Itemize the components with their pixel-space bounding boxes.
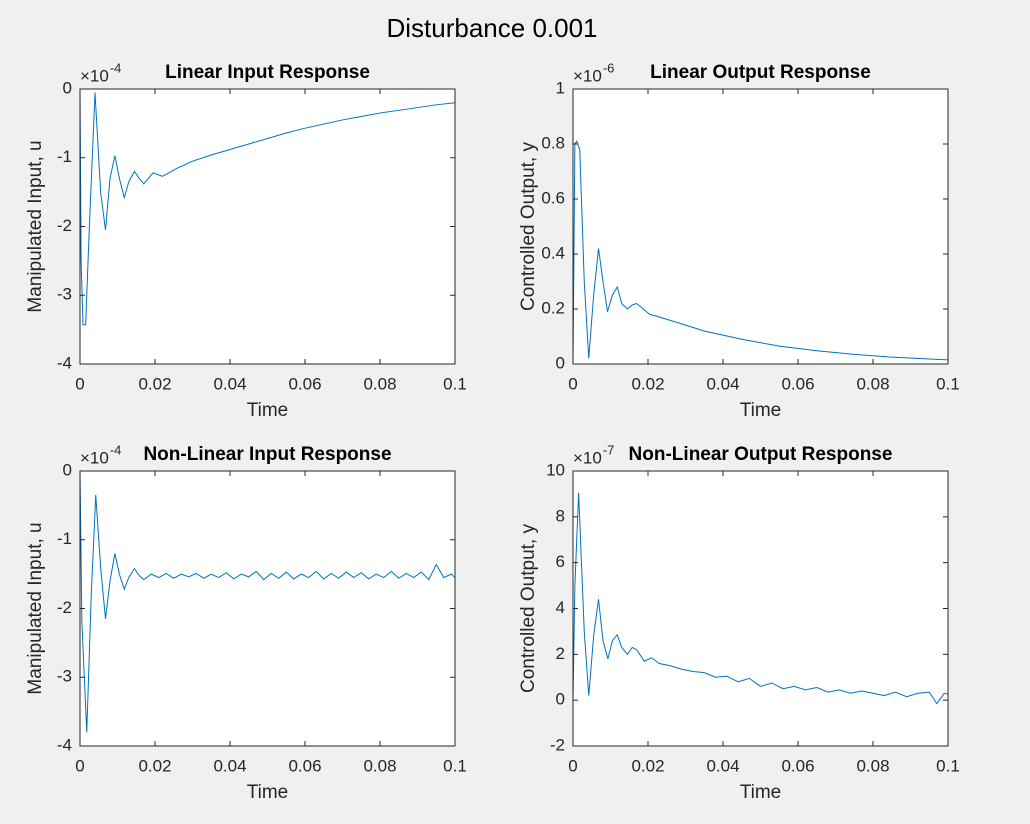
subplot-title: Non-Linear Output Response [629, 444, 893, 465]
x-tick-label: 0.1 [936, 374, 960, 393]
figure-title: Disturbance 0.001 [386, 13, 597, 43]
line-layer [573, 492, 948, 705]
y-tick-label: 0.2 [541, 298, 565, 317]
y-tick-label: 10 [546, 460, 565, 479]
y-exponent: -7 [603, 442, 615, 457]
subplot: 0 0.02 0.04 0.06 0.08 0.1-20246810Non-Linear … [518, 442, 960, 803]
data-line [573, 140, 948, 364]
x-tick-label: 0.06 [781, 374, 814, 393]
y-tick-label: 2 [556, 644, 565, 663]
plot-area [80, 471, 455, 746]
data-line [573, 492, 948, 705]
y-axis-label: Manipulated Input, u [25, 522, 46, 694]
y-tick-label: -1 [57, 529, 72, 548]
x-tick-label: 0.02 [631, 374, 664, 393]
y-multiplier: ×10 [573, 448, 602, 467]
x-tick-label: 0.1 [443, 374, 467, 393]
y-tick-label: -2 [57, 598, 72, 617]
y-tick-label: 0 [63, 460, 72, 479]
subplot-title: Linear Input Response [165, 62, 370, 83]
y-multiplier: ×10 [80, 448, 109, 467]
y-tick-label: 0.8 [541, 133, 565, 152]
subplot: 0 0.02 0.04 0.06 0.08 0.1 0 0.2 0.4 0.6 0.8 1 Linear… [518, 60, 960, 421]
y-multiplier: ×10 [80, 66, 109, 85]
y-tick-label: 6 [556, 552, 565, 571]
y-axis-label: Controlled Output, y [518, 142, 539, 311]
x-tick-label: 0.08 [363, 374, 396, 393]
y-tick-label: 0 [63, 78, 72, 97]
data-line [80, 89, 455, 326]
x-tick-label: 0.08 [363, 756, 396, 775]
y-multiplier: ×10 [573, 66, 602, 85]
line-layer [573, 140, 948, 364]
y-tick-label: -1 [57, 147, 72, 166]
x-tick-label: 0.08 [856, 756, 889, 775]
x-tick-label: 0 [75, 374, 84, 393]
y-tick-label: -3 [57, 285, 72, 304]
line-layer [80, 471, 455, 733]
y-axis-label: Controlled Output, y [518, 524, 539, 693]
plot-area [80, 89, 455, 364]
plot-area [573, 471, 948, 746]
x-tick-label: 0.04 [706, 756, 739, 775]
x-tick-label: 0.1 [936, 756, 960, 775]
x-tick-label: 0 [568, 374, 577, 393]
y-tick-label: 0.6 [541, 188, 565, 207]
y-tick-label: 0 [556, 353, 565, 372]
x-axis-label: Time [247, 400, 289, 421]
x-tick-label: 0 [75, 756, 84, 775]
y-tick-label: -4 [57, 353, 72, 372]
y-tick-label: -2 [57, 216, 72, 235]
x-axis-label: Time [740, 782, 782, 803]
y-tick-label: -2 [550, 735, 565, 754]
x-tick-label: 0.02 [138, 374, 171, 393]
x-axis-label: Time [740, 400, 782, 421]
x-tick-label: 0.02 [631, 756, 664, 775]
axes-box [572, 88, 949, 365]
y-tick-label: -4 [57, 735, 72, 754]
y-tick-label: 8 [556, 506, 565, 525]
plot-area [573, 89, 948, 364]
x-tick-label: 0.06 [288, 374, 321, 393]
y-tick-label: 0.4 [541, 243, 565, 262]
subplot: 0 0.02 0.04 0.06 0.08 0.1 -4 -3 -2 -1 0 Linear Inpu… [25, 60, 467, 421]
y-axis-label: Manipulated Input, u [25, 140, 46, 312]
subplot-title: Non-Linear Input Response [143, 444, 391, 465]
x-tick-label: 0.04 [213, 374, 246, 393]
x-tick-label: 0.1 [443, 756, 467, 775]
line-layer [80, 89, 455, 326]
x-axis-label: Time [247, 782, 289, 803]
data-line [80, 471, 455, 733]
y-exponent: -4 [110, 60, 122, 75]
x-tick-label: 0.04 [213, 756, 246, 775]
y-tick-label: -3 [57, 667, 72, 686]
x-tick-label: 0.06 [781, 756, 814, 775]
subplot: 0 0.02 0.04 0.06 0.08 0.1 -4 -3 -2 -1 0 Non-Linear … [25, 442, 467, 803]
x-tick-label: 0 [568, 756, 577, 775]
x-tick-label: 0.04 [706, 374, 739, 393]
x-tick-label: 0.08 [856, 374, 889, 393]
x-tick-label: 0.06 [288, 756, 321, 775]
subplot-title: Linear Output Response [650, 62, 871, 83]
y-tick-label: 4 [556, 598, 565, 617]
y-exponent: -4 [110, 442, 122, 457]
y-tick-label: 0 [556, 690, 565, 709]
y-tick-label: 1 [556, 78, 565, 97]
y-exponent: -6 [603, 60, 615, 75]
x-tick-label: 0.02 [138, 756, 171, 775]
